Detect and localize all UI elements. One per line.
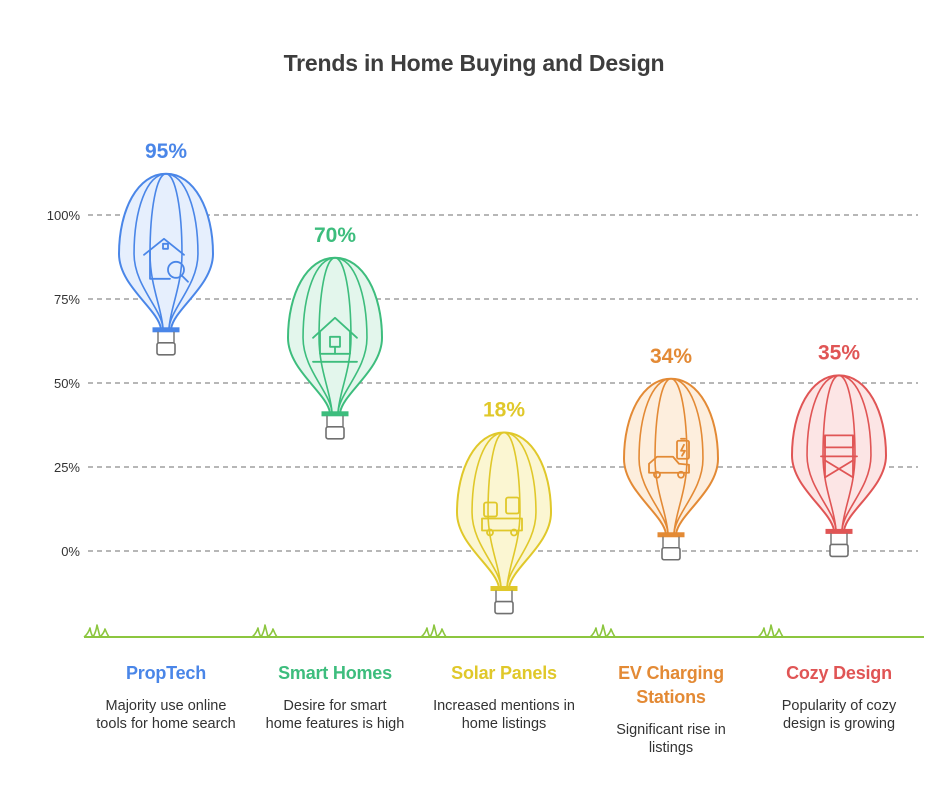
category-name: Smart Homes [278,663,392,683]
balloon-gore [670,377,704,534]
category-smart-homes: Smart Homes Desire for smart home feature… [250,661,420,733]
balloon-proptech [118,172,214,356]
category-description: Popularity of cozy design is growing [781,698,897,732]
balloons [118,172,887,615]
y-tick-label: 100% [47,208,81,223]
balloon-envelope [118,172,214,330]
balloon-solar-panels [456,431,552,615]
balloon-gore [318,257,336,413]
balloon-gore [503,431,521,588]
balloon-gore [302,257,336,413]
balloon-gore [471,431,505,588]
y-axis-ticks: 0% 25% 50% 75% 100% [47,208,81,559]
balloon-gore [133,173,167,329]
y-tick-label: 75% [54,292,80,307]
category-solar-panels: Solar Panels Increased mentions in home l… [419,661,589,733]
category-description: Increased mentions in home listings [433,698,575,732]
value-label: 18% [483,399,525,422]
balloon-envelope [791,374,887,532]
y-tick-label: 25% [54,460,80,475]
balloon-neck [152,327,180,333]
grass-tuft [589,624,616,638]
balloon-cozy-design [791,374,887,558]
y-tick-label: 50% [54,376,80,391]
balloon-gore [838,374,872,531]
balloon-gore [838,374,856,531]
solar-van-icon [481,496,523,537]
chart-title: Trends in Home Buying and Design [283,50,665,76]
balloon-gore [487,431,505,588]
balloon-envelope [287,256,383,414]
ground-line [83,624,924,638]
balloon-gore [822,374,840,531]
category-proptech: PropTech Majority use online tools for ho… [81,661,251,733]
balloon-gore [503,431,537,588]
y-tick-label: 0% [61,544,80,559]
value-label: 34% [650,345,692,368]
ev-car-battery-icon [648,437,690,479]
smart-house-icon [312,316,358,363]
balloon-gore [165,173,199,329]
balloon-smart-homes [287,256,383,440]
value-labels: 95% 70% 18% 34% 35% [145,140,860,422]
category-description: Significant rise in listings [616,722,726,756]
balloon-gore [334,257,352,413]
balloon-gore [334,257,368,413]
category-name: Solar Panels [451,663,557,683]
balloon-basket [661,546,681,561]
balloon-basket [156,341,176,356]
category-description: Majority use online tools for home searc… [96,698,236,732]
value-label: 35% [818,341,860,364]
balloon-neck [657,532,685,538]
grass-tuft [420,624,447,638]
balloon-neck [825,528,853,534]
balloon-neck [490,586,518,592]
grass-tuft [757,624,784,638]
grass-tuft [83,624,110,638]
balloon-envelope [456,431,552,589]
balloon-basket [325,425,345,440]
category-name: PropTech [125,663,207,683]
balloon-gore [806,374,840,531]
balloon-gore [638,377,672,534]
house-search-icon [143,237,189,283]
balloon-neck [321,411,349,417]
balloon-basket [494,600,514,615]
balloon-ev-charging-stations [623,377,719,561]
value-label: 70% [314,224,356,247]
value-label: 95% [145,140,187,163]
chair-icon [820,434,858,479]
balloon-basket [829,543,849,558]
category-cozy-design: Cozy Design Popularity of cozy design is … [754,661,924,733]
category-name: EV Charging Stations [618,663,724,707]
category-name: Cozy Design [786,663,892,683]
category-ev-charging-stations: EV Charging Stations Significant rise in … [586,661,756,757]
grass-tuft [251,624,278,638]
category-description: Desire for smart home features is high [265,698,405,732]
